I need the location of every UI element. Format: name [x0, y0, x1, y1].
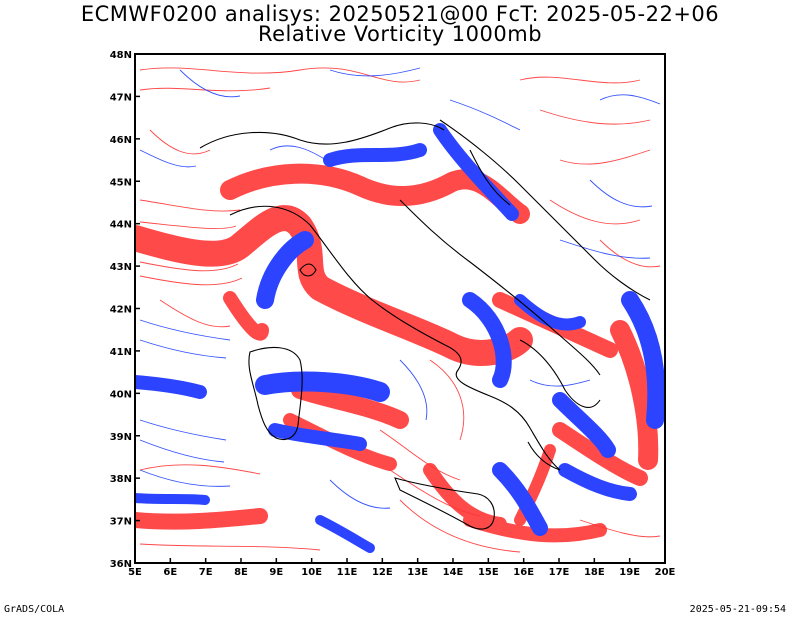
lon-tick-label: 16E	[513, 567, 534, 578]
lon-tick-label: 6E	[163, 567, 177, 578]
italy-east-coast	[399, 199, 601, 376]
lat-tick-label: 45N	[110, 177, 132, 188]
lat-tick-label: 43N	[110, 262, 132, 273]
lon-tick-label: 11E	[337, 567, 358, 578]
lon-tick-label: 19E	[619, 567, 640, 578]
lon-tick-label: 14E	[443, 567, 464, 578]
lat-tick-label: 46N	[110, 135, 132, 146]
positive-vorticity-bands	[135, 163, 659, 543]
dinaric-border	[469, 149, 511, 206]
lon-tick-label: 12E	[372, 567, 393, 578]
lon-tick-label: 15E	[478, 567, 499, 578]
greece-coast	[519, 339, 601, 408]
software-credit: GrADS/COLA	[4, 604, 65, 615]
longitude-axis: 5E 6E 7E 8E 9E 10E 11E 12E 13E 14E 15E 16E 17E 18E 19E…	[128, 558, 676, 578]
latitude-axis: 36N 37N 38N 39N 40N 41N 42N 43N 44N 45N 46N 47N 48N	[110, 50, 140, 570]
vorticity-field	[135, 67, 665, 553]
lat-tick-label: 48N	[110, 50, 132, 61]
lon-tick-label: 10E	[301, 567, 322, 578]
negative-contours	[139, 67, 661, 509]
lon-tick-label: 18E	[584, 567, 605, 578]
lon-tick-label: 9E	[269, 567, 283, 578]
sardinia-coast	[248, 346, 303, 441]
lon-tick-label: 13E	[407, 567, 428, 578]
lon-tick-label: 7E	[199, 567, 213, 578]
lat-tick-label: 40N	[110, 389, 132, 400]
lat-tick-label: 47N	[110, 92, 132, 103]
positive-contours	[139, 67, 661, 553]
alps-border	[199, 122, 445, 149]
map-title: ECMWF0200 analisys: 20250521@00 FcT: 202…	[80, 2, 720, 26]
lat-tick-label: 39N	[110, 432, 132, 443]
lon-tick-label: 20E	[655, 567, 676, 578]
lon-tick-label: 17E	[549, 567, 570, 578]
italy-west-coast	[229, 205, 561, 471]
lat-tick-label: 38N	[110, 474, 132, 485]
negative-vorticity-bands	[135, 123, 665, 553]
sicily-coast	[394, 477, 495, 530]
lon-tick-label: 8E	[234, 567, 248, 578]
lat-tick-label: 37N	[110, 517, 132, 528]
lat-tick-label: 36N	[110, 559, 132, 570]
coastlines	[199, 119, 651, 530]
corsica-coast	[299, 263, 317, 277]
lon-tick-label: 5E	[128, 567, 142, 578]
balkan-coast	[439, 119, 651, 301]
generation-timestamp: 2025-05-21-09:54	[689, 604, 786, 615]
lat-tick-label: 44N	[110, 220, 132, 231]
lat-tick-label: 41N	[110, 347, 132, 358]
lat-tick-label: 42N	[110, 305, 132, 316]
map-subtitle: Relative Vorticity 1000mb	[257, 22, 543, 46]
